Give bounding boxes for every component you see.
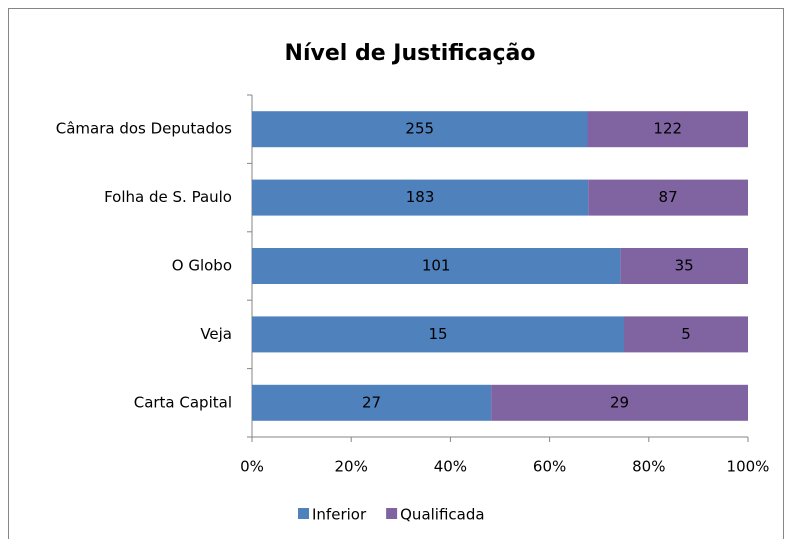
data-label: 29 xyxy=(610,393,629,411)
data-label: 15 xyxy=(428,325,447,343)
x-tick-label: 60% xyxy=(533,458,566,476)
y-tick-label: O Globo xyxy=(172,257,232,275)
y-tick-label: Folha de S. Paulo xyxy=(104,188,232,206)
bar-segment xyxy=(252,111,588,148)
data-label: 27 xyxy=(362,393,381,411)
data-label: 5 xyxy=(681,325,691,343)
bar-segment xyxy=(491,384,748,421)
bar-segment xyxy=(252,179,589,216)
data-label: 87 xyxy=(659,188,678,206)
bar-segment xyxy=(624,316,748,353)
x-tick-label: 0% xyxy=(240,458,264,476)
y-tick-label: Carta Capital xyxy=(134,393,232,411)
legend-label: Inferior xyxy=(312,506,367,524)
data-label: 122 xyxy=(653,120,682,138)
bar-segment xyxy=(252,316,624,353)
data-label: 101 xyxy=(422,257,451,275)
bar-segment xyxy=(588,179,748,216)
y-tick-label: Câmara dos Deputados xyxy=(56,120,232,138)
data-label: 183 xyxy=(406,188,435,206)
data-label: 255 xyxy=(405,120,434,138)
bar-segment xyxy=(252,384,492,421)
legend-swatch xyxy=(386,508,398,519)
legend-label: Qualificada xyxy=(400,506,484,524)
y-tick-label: Veja xyxy=(200,325,232,343)
legend-swatch xyxy=(298,508,309,519)
chart-title: Nível de Justificação xyxy=(285,41,536,66)
bar-segment xyxy=(620,248,748,284)
x-tick-label: 80% xyxy=(632,458,665,476)
data-label: 35 xyxy=(675,257,694,275)
bar-segment xyxy=(252,248,621,284)
x-tick-label: 20% xyxy=(335,458,368,476)
x-tick-label: 40% xyxy=(434,458,467,476)
bar-segment xyxy=(587,111,748,148)
x-tick-label: 100% xyxy=(727,458,770,476)
